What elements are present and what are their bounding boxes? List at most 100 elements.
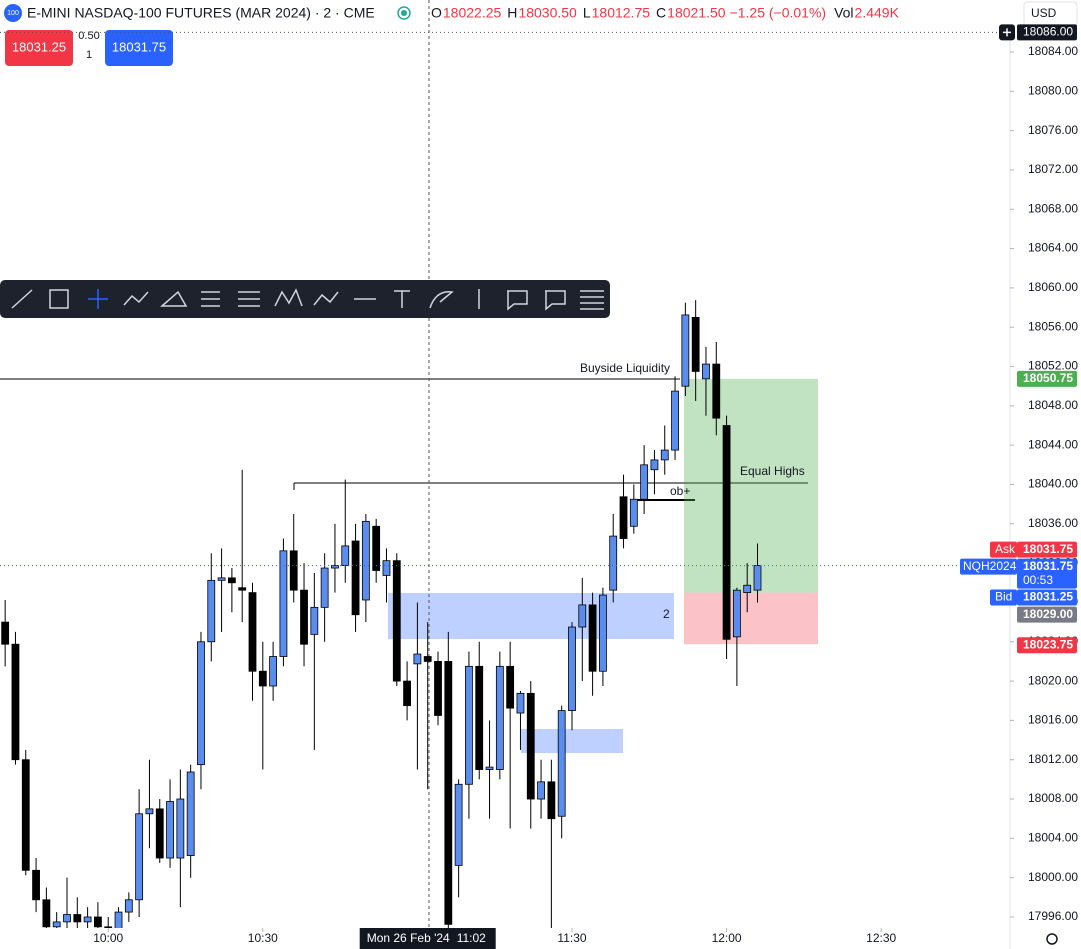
y-tick-label: 18076.00 bbox=[1028, 123, 1078, 137]
candle-body bbox=[207, 579, 216, 643]
candle-body bbox=[258, 670, 267, 687]
buy-button[interactable] bbox=[105, 30, 173, 66]
tool-callout[interactable] bbox=[507, 290, 528, 311]
candle-body bbox=[351, 540, 360, 616]
candle-body bbox=[197, 641, 205, 766]
tool-gann[interactable] bbox=[238, 291, 260, 307]
crosshair-time-box bbox=[359, 928, 496, 949]
candle-body bbox=[434, 661, 442, 716]
tool-pattern[interactable] bbox=[274, 288, 303, 307]
candle-body bbox=[753, 565, 762, 591]
candle-body bbox=[310, 606, 319, 635]
demand-zone[interactable] bbox=[388, 593, 674, 639]
symbol-title[interactable]: E-MINI NASDAQ-100 FUTURES (MAR 2024) · 2… bbox=[27, 5, 375, 21]
candle-body bbox=[176, 798, 185, 859]
profit-zone[interactable] bbox=[684, 378, 818, 593]
ask-name-box bbox=[990, 541, 1017, 558]
candle-body bbox=[145, 808, 154, 815]
candle-body bbox=[320, 567, 329, 608]
settings-icon[interactable] bbox=[1046, 933, 1058, 945]
ohlc-key: C bbox=[656, 5, 666, 21]
stop-price: 18023.75 bbox=[1023, 637, 1073, 651]
tool-brush[interactable] bbox=[160, 290, 188, 307]
position-tool[interactable] bbox=[684, 378, 818, 645]
demand-zone[interactable] bbox=[521, 729, 623, 753]
candle-body bbox=[702, 363, 710, 380]
candle-body bbox=[382, 560, 391, 576]
candle-body bbox=[52, 921, 61, 928]
bid-price-box bbox=[1017, 589, 1077, 606]
tool-cross[interactable] bbox=[88, 289, 108, 309]
target-price: 18050.75 bbox=[1023, 371, 1073, 385]
sell-button[interactable] bbox=[5, 30, 73, 66]
candle-body bbox=[599, 594, 607, 672]
crosshair-date: Mon 26 Feb '24 bbox=[367, 931, 450, 945]
ask-price: 18031.75 bbox=[1023, 542, 1073, 556]
candle-body bbox=[1, 621, 10, 645]
candle-body bbox=[465, 665, 473, 785]
bid-name: Bid bbox=[995, 590, 1012, 604]
ohlc-legend: O 18022.25 H 18030.50 L 18012.75 C 18021.50 −1.2… bbox=[431, 5, 900, 21]
candle-body bbox=[248, 592, 257, 672]
sell-price: 18031.25 bbox=[12, 39, 66, 54]
candle-body bbox=[568, 626, 576, 711]
y-tick-label: 18000.00 bbox=[1028, 870, 1078, 884]
candle-body bbox=[238, 587, 247, 591]
drawing-toolbar bbox=[0, 280, 610, 318]
ohlc-value: 18022.25 bbox=[443, 5, 502, 21]
ohlc-value: 18012.75 bbox=[592, 5, 651, 21]
candle-body bbox=[94, 916, 102, 928]
candle-body bbox=[166, 801, 174, 859]
tool-line[interactable] bbox=[11, 289, 33, 309]
toolbar-bg bbox=[0, 280, 610, 318]
quantity[interactable]: 1 bbox=[86, 49, 92, 61]
y-tick-label: 18056.00 bbox=[1028, 319, 1078, 333]
badge-text: 100 bbox=[7, 10, 19, 17]
crosshair-time: 11:02 bbox=[457, 931, 486, 945]
tool-more[interactable] bbox=[580, 290, 604, 310]
candle-body bbox=[526, 692, 535, 800]
candle-body bbox=[403, 680, 411, 707]
target-price-box bbox=[1017, 370, 1077, 387]
change: −1.25 (−0.01%) bbox=[730, 5, 827, 21]
x-tick-label: 10:30 bbox=[248, 931, 278, 945]
stop-price-box bbox=[1017, 637, 1077, 654]
symbol-box bbox=[960, 558, 1017, 575]
x-tick-label: 11:30 bbox=[557, 931, 586, 945]
candle-body bbox=[269, 656, 278, 687]
tool-elliott[interactable] bbox=[313, 291, 339, 306]
candle-body bbox=[331, 565, 339, 569]
entry-price: 18029.00 bbox=[1023, 607, 1073, 621]
y-tick-label: 18068.00 bbox=[1028, 201, 1078, 215]
vol-value: 2.449K bbox=[855, 5, 900, 21]
tool-path[interactable] bbox=[123, 291, 149, 306]
candle-body bbox=[629, 498, 638, 527]
candle-body bbox=[516, 692, 525, 714]
y-tick-label: 18060.00 bbox=[1028, 280, 1078, 294]
market-status-dot bbox=[401, 10, 407, 16]
tool-fib[interactable] bbox=[201, 291, 220, 307]
candle-body bbox=[186, 771, 195, 856]
y-tick-label: 18020.00 bbox=[1028, 673, 1078, 687]
candle-body bbox=[63, 914, 71, 923]
candle-body bbox=[73, 914, 82, 923]
annotation: 2 bbox=[663, 607, 670, 621]
tool-pen[interactable] bbox=[429, 291, 454, 309]
annotation: Buyside Liquidity bbox=[580, 361, 670, 375]
countdown: 00:53 bbox=[1023, 573, 1053, 587]
candle-body bbox=[681, 314, 690, 387]
candle-body bbox=[124, 899, 133, 913]
ask-price-box bbox=[1017, 541, 1077, 558]
tool-rect[interactable] bbox=[49, 289, 69, 309]
y-tick-label: 18052.00 bbox=[1028, 359, 1078, 373]
candle-body bbox=[444, 661, 453, 925]
loss-zone[interactable] bbox=[684, 592, 818, 645]
candles bbox=[1, 300, 762, 928]
tool-note[interactable] bbox=[545, 290, 566, 311]
tool-text[interactable] bbox=[394, 290, 410, 308]
candle-body bbox=[155, 808, 164, 859]
candle-body bbox=[557, 710, 566, 817]
x-tick-label: 10:00 bbox=[93, 931, 123, 945]
x-tick-label: 12:30 bbox=[866, 931, 896, 945]
candle-body bbox=[475, 665, 484, 770]
